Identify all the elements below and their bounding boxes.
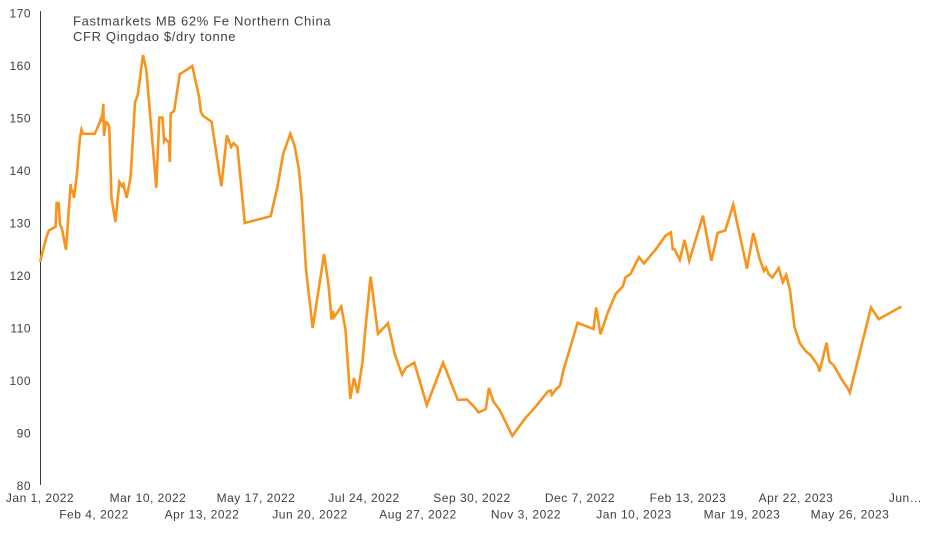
svg-text:100: 100 (9, 374, 31, 388)
svg-text:140: 140 (9, 164, 31, 178)
svg-text:Jul 24, 2022: Jul 24, 2022 (328, 491, 399, 505)
svg-text:Apr 22, 2023: Apr 22, 2023 (759, 491, 834, 505)
svg-text:Feb 4, 2022: Feb 4, 2022 (59, 507, 129, 521)
svg-text:Fastmarkets MB 62% Fe Northern: Fastmarkets MB 62% Fe Northern China (73, 13, 331, 28)
svg-text:Jan 1, 2022: Jan 1, 2022 (6, 491, 74, 505)
svg-text:90: 90 (17, 426, 31, 440)
svg-text:Jun…: Jun… (889, 491, 922, 505)
svg-text:CFR Qingdao $/dry tonne: CFR Qingdao $/dry tonne (73, 29, 236, 44)
svg-text:Mar 10, 2022: Mar 10, 2022 (110, 491, 187, 505)
svg-text:120: 120 (9, 269, 31, 283)
svg-text:Dec 7, 2022: Dec 7, 2022 (545, 491, 615, 505)
svg-text:Apr 13, 2022: Apr 13, 2022 (165, 507, 240, 521)
svg-text:Feb 13, 2023: Feb 13, 2023 (650, 491, 727, 505)
svg-text:Nov 3, 2022: Nov 3, 2022 (491, 507, 561, 521)
svg-text:130: 130 (9, 216, 31, 230)
svg-text:170: 170 (9, 6, 31, 20)
svg-text:Aug 27, 2022: Aug 27, 2022 (379, 507, 456, 521)
svg-text:80: 80 (17, 479, 31, 493)
svg-text:Jun 20, 2022: Jun 20, 2022 (272, 507, 347, 521)
svg-text:160: 160 (9, 59, 31, 73)
svg-text:Sep 30, 2022: Sep 30, 2022 (433, 491, 510, 505)
svg-text:150: 150 (9, 111, 31, 125)
svg-text:May 17, 2022: May 17, 2022 (217, 491, 296, 505)
svg-text:Mar 19, 2023: Mar 19, 2023 (704, 507, 781, 521)
svg-text:Jan 10, 2023: Jan 10, 2023 (596, 507, 671, 521)
svg-text:May 26, 2023: May 26, 2023 (811, 507, 890, 521)
svg-text:110: 110 (10, 321, 31, 335)
